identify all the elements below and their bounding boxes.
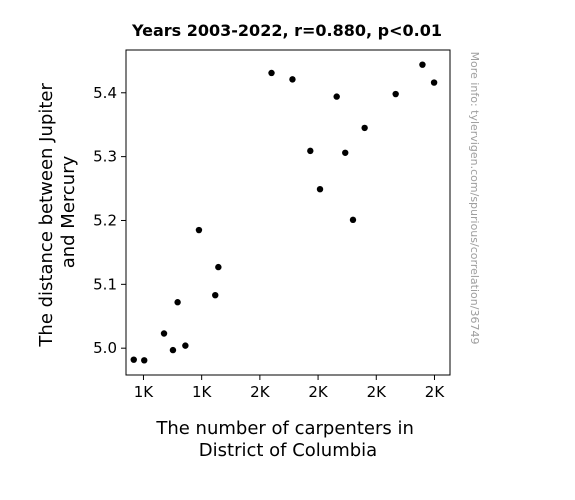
y-tick-label: 5.4 (93, 84, 117, 102)
data-point (316, 185, 324, 193)
x-tick-label: 1K (192, 383, 213, 401)
x-axis-label: The number of carpenters in District of … (155, 418, 419, 461)
data-point (169, 346, 177, 354)
y-tick-label: 5.2 (93, 211, 117, 229)
data-point (307, 147, 314, 155)
x-axis-label-line-2: District of Columbia (199, 440, 377, 461)
y-axis-label-line-2: and Mercury (58, 155, 79, 268)
chart-title: Years 2003-2022, r=0.880, p<0.01 (131, 21, 442, 40)
data-point (160, 330, 168, 337)
data-point (342, 149, 349, 156)
data-point (195, 226, 203, 234)
data-point (215, 263, 222, 271)
data-point (289, 76, 296, 83)
y-tick-label: 5.1 (93, 275, 117, 293)
x-axis-ticks: 1K 1K 2K 2K 2K 2K (134, 375, 446, 401)
y-tick-label: 5.3 (93, 148, 117, 166)
data-points (130, 61, 438, 364)
x-tick-label: 2K (250, 383, 271, 401)
watermark-text: More info: tylervigen.com/spurious/corre… (468, 52, 481, 345)
x-tick-label: 2K (367, 383, 388, 401)
y-axis-label: The distance between Jupiter and Mercury (36, 77, 79, 347)
data-point (392, 90, 399, 98)
data-point (182, 342, 189, 349)
data-point (430, 79, 438, 86)
x-tick-label: 2K (308, 383, 329, 401)
data-point (130, 356, 137, 363)
data-point (141, 357, 148, 364)
data-point (268, 69, 275, 77)
x-tick-label: 1K (134, 383, 155, 401)
y-axis-ticks: 5.0 5.1 5.2 5.3 5.4 (93, 84, 126, 357)
data-point (174, 299, 181, 306)
x-axis-label-line-1: The number of carpenters in (155, 418, 414, 439)
data-point (333, 93, 340, 100)
data-point (349, 216, 357, 224)
y-axis-label-line-1: The distance between Jupiter (36, 83, 57, 348)
y-tick-label: 5.0 (93, 339, 117, 357)
plot-area: 1K 1K 2K 2K 2K 2K 5.0 5.1 5.2 5.3 5.4 (93, 49, 451, 401)
data-point (419, 61, 426, 68)
plot-frame (125, 49, 451, 376)
data-point (361, 124, 368, 132)
data-point (212, 291, 219, 299)
x-tick-label: 2K (425, 383, 446, 401)
